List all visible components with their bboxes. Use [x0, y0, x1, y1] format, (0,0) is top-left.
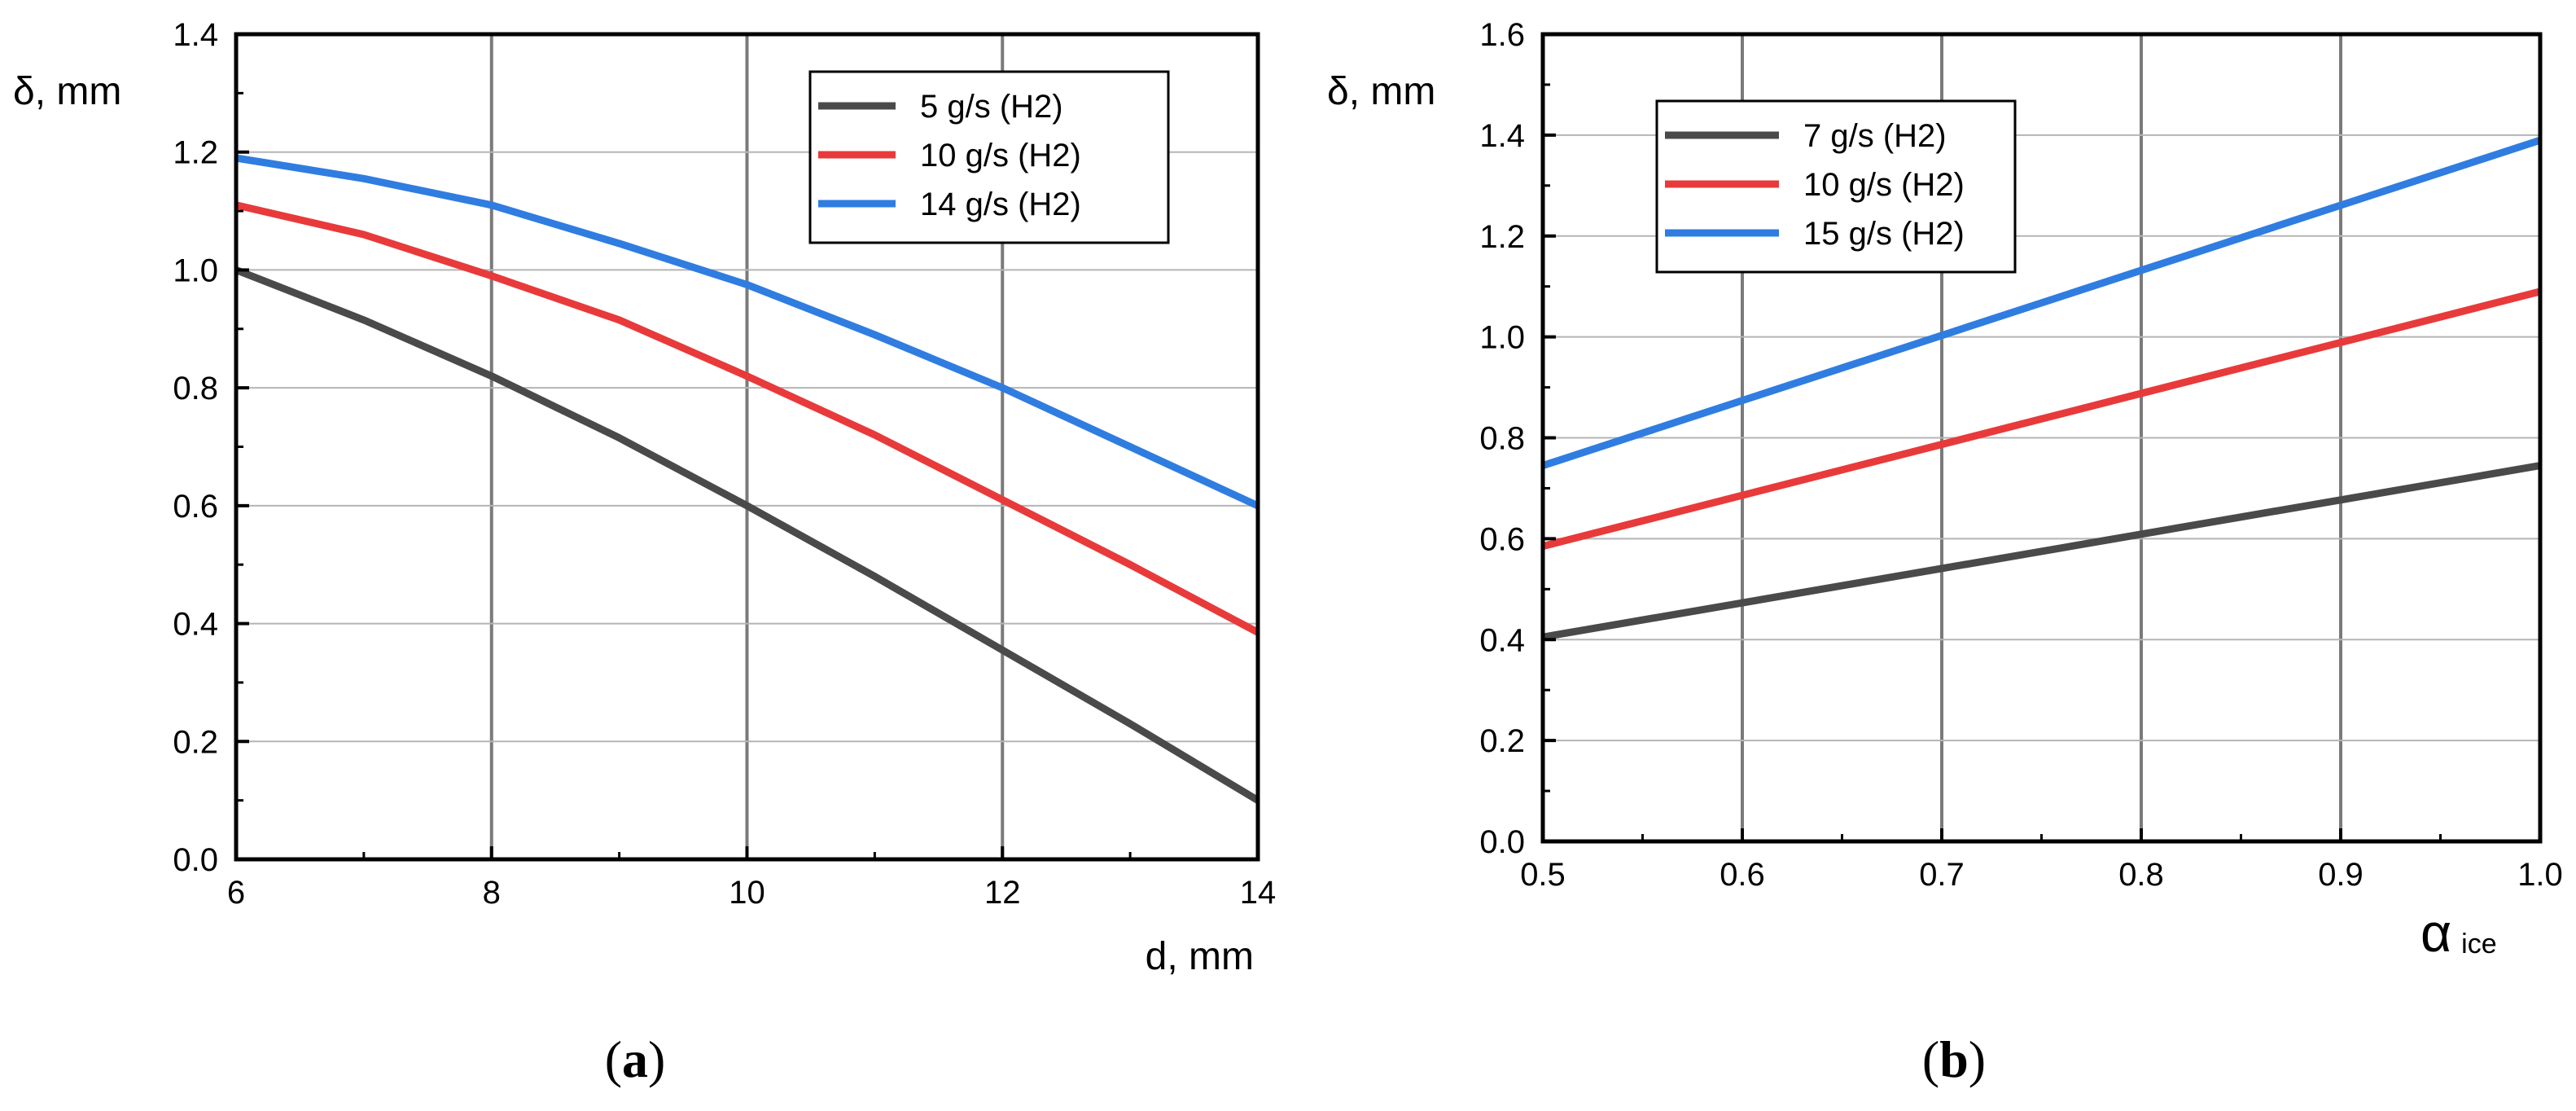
x-axis-title-subscript: ice	[2461, 929, 2496, 960]
legend-label: 10 g/s (H2)	[920, 138, 1081, 173]
y-axis-title: δ, mm	[1327, 70, 1435, 113]
x-tick-label: 0.9	[2318, 857, 2364, 893]
y-tick-label: 1.4	[173, 17, 218, 53]
x-axis-title-symbol: α	[2420, 902, 2451, 963]
legend-label: 10 g/s (H2)	[1803, 167, 1965, 203]
series-line	[1542, 462, 2541, 641]
panel-a: 6 8 10 12 14 0.0 0.2 0.4 0.6 0.8 1.0 1.2 1.4 δ, mm d, …	[13, 17, 1276, 1088]
legend-label: 5 g/s (H2)	[920, 89, 1063, 125]
y-tick-label: 0.4	[173, 607, 218, 643]
y-tick-label: 0.4	[1479, 622, 1525, 658]
x-tick-label: 0.8	[2118, 857, 2164, 893]
x-tick-label: 12	[984, 875, 1021, 911]
x-tick-label: 0.7	[1919, 857, 1965, 893]
panel-caption: (b)	[1922, 1030, 1986, 1088]
series-line	[235, 154, 1260, 509]
x-tick-label: 8	[483, 875, 501, 911]
legend: 5 g/s (H2) 10 g/s (H2) 14 g/s (H2)	[808, 70, 1170, 244]
x-axis-title: α ice	[2420, 902, 2497, 963]
x-axis-title: d, mm	[1146, 935, 1254, 978]
caption-open-paren: (	[605, 1030, 622, 1088]
y-tick-label: 1.4	[1479, 118, 1525, 154]
y-tick-label: 0.8	[173, 371, 218, 406]
y-tick-label: 1.0	[1479, 320, 1525, 356]
y-axis-title: δ, mm	[13, 70, 121, 113]
y-tick-label: 0.0	[1479, 824, 1525, 860]
x-tick-label: 0.6	[1720, 857, 1765, 893]
x-tick-label: 1.0	[2517, 857, 2563, 893]
series-line	[234, 266, 1260, 804]
caption-letter: b	[1939, 1030, 1969, 1088]
legend-label: 15 g/s (H2)	[1803, 216, 1965, 252]
y-tick-label: 0.6	[173, 489, 218, 525]
panel-caption: (a)	[605, 1030, 666, 1088]
legend: 7 g/s (H2) 10 g/s (H2) 15 g/s (H2)	[1655, 99, 2017, 274]
y-tick-label: 1.2	[1479, 219, 1525, 255]
y-tick-label: 0.0	[173, 842, 218, 878]
legend-label: 7 g/s (H2)	[1803, 118, 1947, 154]
gridlines	[1543, 34, 2540, 841]
series-line	[1541, 136, 2542, 469]
series-line	[1541, 288, 2542, 551]
y-tick-label: 0.8	[1479, 421, 1525, 457]
caption-close-paren: )	[648, 1030, 665, 1088]
x-tick-label: 10	[729, 875, 765, 911]
axis-ticks: 6 8 10 12 14 0.0 0.2 0.4 0.6 0.8 1.0 1.2 1.4	[173, 17, 1276, 911]
x-tick-label: 6	[227, 875, 245, 911]
y-tick-label: 0.2	[1479, 723, 1525, 759]
y-tick-label: 1.0	[173, 253, 218, 288]
series-lines	[234, 154, 1260, 804]
caption-close-paren: )	[1969, 1030, 1986, 1088]
y-tick-label: 0.2	[173, 724, 218, 760]
x-tick-label: 14	[1240, 875, 1277, 911]
legend-label: 14 g/s (H2)	[920, 187, 1081, 222]
series-line	[234, 201, 1260, 636]
y-tick-label: 1.6	[1479, 17, 1525, 53]
x-tick-label: 0.5	[1520, 857, 1566, 893]
caption-open-paren: (	[1922, 1030, 1939, 1088]
y-tick-label: 0.6	[1479, 521, 1525, 557]
y-tick-label: 1.2	[173, 135, 218, 171]
axis-ticks: 0.5 0.6 0.7 0.8 0.9 1.0 0.0 0.2 0.4 0.6 0.8 1.0 1.2 1…	[1479, 17, 2562, 893]
series-lines	[1541, 136, 2542, 641]
panel-b: 0.5 0.6 0.7 0.8 0.9 1.0 0.0 0.2 0.4 0.6 0.8 1.0 1.2 1…	[1327, 17, 2563, 1088]
caption-letter: a	[622, 1030, 648, 1088]
